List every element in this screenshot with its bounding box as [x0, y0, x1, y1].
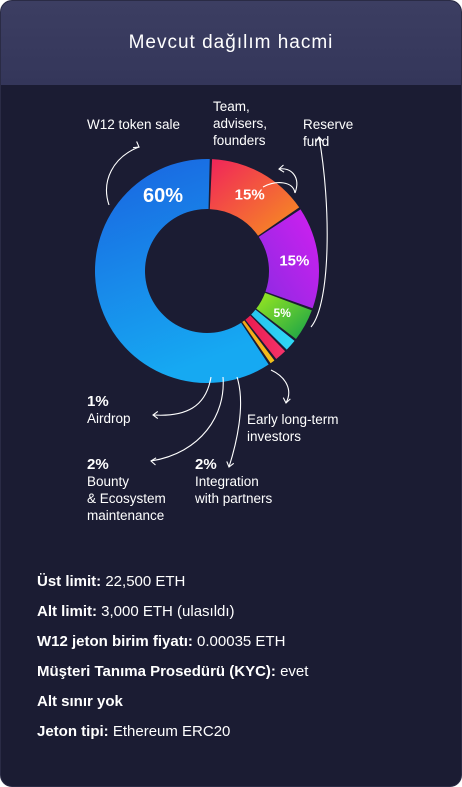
callout-arrowhead-bounty [150, 457, 157, 466]
card-header: Mevcut dağılım hacmi [1, 1, 461, 85]
slice-airdrop [242, 320, 275, 364]
callout-label-bounty-2: maintenance [87, 508, 164, 523]
callout-arrowhead-reserve [315, 136, 324, 143]
info-no-min: Alt sınır yok [37, 693, 123, 710]
callout-label-bounty-1: & Ecosystem [87, 491, 166, 506]
callout-label-reserve-1: fund [303, 134, 329, 149]
callout-label-early-0: Early long-term [247, 412, 339, 427]
callout-label-integration-0: Integration [195, 474, 259, 489]
callout-line-integration [228, 376, 242, 468]
slice-token-sale [95, 158, 269, 383]
callout-line-team-arrow [278, 168, 298, 194]
callout-pct-airdrop: 1% [87, 393, 109, 410]
callout-line-bounty [150, 376, 224, 462]
callout-label-reserve-0: Reserve [303, 117, 353, 132]
callout-arrowhead-team [278, 164, 285, 173]
callout-arrowhead-integration [226, 461, 235, 468]
slice-integration [251, 309, 295, 350]
callout-line-airdrop [152, 376, 212, 416]
info-hard-cap: Üst limit: 22,500 ETH [37, 573, 186, 590]
callout-label-bounty-0: Bounty [87, 474, 129, 489]
info-kyc: Müşteri Tanıma Prosedürü (KYC): evet [37, 663, 309, 680]
slice-label-early-investors: 5% [274, 306, 292, 320]
slice-team [209, 159, 300, 236]
info-token-type: Jeton tipi: Ethereum ERC20 [37, 723, 231, 740]
slice-reserve [258, 209, 319, 309]
slice-early-investors [256, 292, 312, 340]
info-token-price: W12 jeton birim fiyatı: 0.00035 ETH [37, 633, 286, 650]
token-info-list: Üst limit: 22,500 ETH Alt limit: 3,000 E… [37, 567, 437, 747]
callout-pct-integration: 2% [195, 456, 217, 473]
slice-bounty [245, 315, 286, 360]
callout-arrowhead-airdrop [152, 410, 159, 420]
allocation-donut-chart: 60% 15% 15% 5% W12 token sale Team, advisers,… [87, 99, 353, 523]
callout-label-early-1: investors [247, 429, 301, 444]
card-title: Mevcut dağılım hacmi [128, 32, 334, 53]
callout-pct-bounty: 2% [87, 456, 109, 473]
callout-label-integration-1: with partners [194, 491, 273, 506]
callout-label-team-2: founders [213, 133, 266, 148]
callout-label-team-1: advisers, [213, 116, 267, 131]
slice-label-token-sale: 60% [143, 185, 183, 207]
callout-line-reserve [310, 136, 328, 328]
info-soft-cap: Alt limit: 3,000 ETH (ulasıldı) [37, 603, 235, 620]
slice-label-team: 15% [235, 186, 265, 203]
callout-label-airdrop-0: Airdrop [87, 411, 131, 426]
callout-line-early [270, 369, 290, 404]
callout-arrowhead-early [282, 397, 291, 404]
callout-label-token_sale-0: W12 token sale [87, 117, 180, 132]
slice-label-reserve: 15% [279, 253, 309, 270]
callout-label-team-0: Team, [213, 99, 250, 114]
callout-line-token-sale [106, 146, 140, 206]
callout-line-team [262, 182, 296, 194]
callout-arrowhead-token-sale [132, 141, 140, 149]
